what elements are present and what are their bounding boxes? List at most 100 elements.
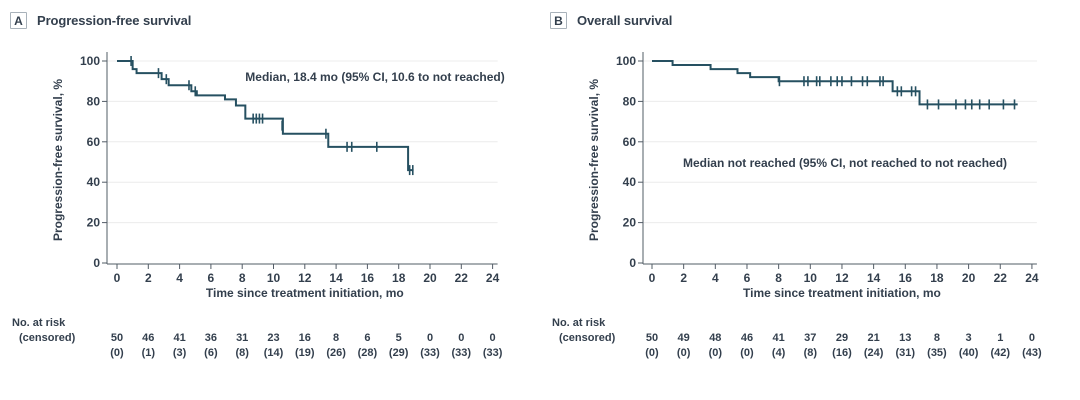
at-risk-value: 50: [646, 332, 658, 344]
x-tick-label: 2: [680, 271, 687, 285]
panel-b-title: Overall survival: [577, 13, 673, 28]
censored-value: (26): [326, 347, 346, 359]
censored-value: (0): [110, 347, 124, 359]
y-tick-label: 100: [80, 54, 100, 68]
x-tick-label: 10: [267, 271, 281, 285]
censored-value: (0): [677, 347, 691, 359]
x-tick-label: 18: [392, 271, 406, 285]
at-risk-value: 5: [396, 332, 402, 344]
x-tick-label: 2: [145, 271, 152, 285]
at-risk-value: 31: [236, 332, 248, 344]
panel-a-badge: A: [10, 12, 27, 29]
censored-value: (31): [895, 347, 915, 359]
x-tick-label: 24: [1025, 271, 1039, 285]
risk-table: No. at risk(censored) 50(0)46(1)41(3)36(6…: [12, 317, 503, 359]
at-risk-value: 13: [899, 332, 911, 344]
at-risk-value: 16: [299, 332, 311, 344]
censored-value: (1): [142, 347, 156, 359]
x-tick-label: 8: [775, 271, 782, 285]
y-tick-label: 60: [87, 135, 101, 149]
y-tick-labels: 0 20 40 60 80 100: [616, 54, 636, 270]
censored-value: (0): [645, 347, 659, 359]
at-risk-value: 1: [997, 332, 1003, 344]
gridlines: [643, 60, 1037, 224]
censored-value: (8): [235, 347, 249, 359]
at-risk-value: 23: [267, 332, 279, 344]
censored-value: (6): [204, 347, 218, 359]
at-risk-value: 0: [490, 332, 496, 344]
censored-value: (0): [740, 347, 754, 359]
at-risk-value: 0: [458, 332, 464, 344]
at-risk-value: 46: [741, 332, 753, 344]
at-risk-value: 8: [333, 332, 339, 344]
y-tick-label: 80: [623, 94, 637, 108]
at-risk-value: 49: [678, 332, 690, 344]
y-tick-labels: 0 20 40 60 80 100: [80, 54, 100, 270]
panel-overall-survival: B Overall survival 0 20 40 60 80 100 0 2 4 6 8 10 12…: [540, 0, 1080, 400]
y-tick-label: 60: [623, 135, 637, 149]
x-tick-label: 20: [962, 271, 976, 285]
risk-table-label: No. at risk: [12, 317, 66, 329]
at-risk-value: 3: [966, 332, 972, 344]
at-risk-value: 0: [1029, 332, 1035, 344]
x-tick-label: 4: [176, 271, 183, 285]
x-tick-label: 20: [423, 271, 437, 285]
at-risk-value: 0: [427, 332, 433, 344]
y-tick-label: 80: [87, 94, 101, 108]
x-tick-label: 0: [649, 271, 656, 285]
x-tick-label: 0: [114, 271, 121, 285]
censored-value: (43): [1022, 347, 1042, 359]
x-tick-label: 12: [298, 271, 312, 285]
y-axis-label: Progression-free survival, %: [587, 79, 601, 241]
x-tick-label: 22: [994, 271, 1008, 285]
median-annotation: Median, 18.4 mo (95% CI, 10.6 to not rea…: [245, 70, 504, 84]
x-tick-label: 16: [899, 271, 913, 285]
censored-value: (28): [358, 347, 378, 359]
censored-value: (4): [772, 347, 786, 359]
axes: [638, 52, 1037, 269]
at-risk-value: 6: [364, 332, 370, 344]
axes: [102, 52, 498, 269]
censored-label: (censored): [559, 332, 616, 344]
censored-value: (8): [804, 347, 818, 359]
y-tick-label: 100: [616, 54, 636, 68]
y-tick-label: 20: [623, 216, 637, 230]
risk-table: No. at risk (censored) 50 (0) 49 (0) 48 (0) 46 (0…: [552, 317, 1042, 359]
gridlines: [107, 60, 498, 224]
at-risk-value: 48: [709, 332, 721, 344]
x-tick-label: 24: [486, 271, 500, 285]
censored-value: (33): [452, 347, 472, 359]
at-risk-value: 29: [836, 332, 848, 344]
censor-ticks: [778, 76, 1016, 110]
y-tick-label: 40: [623, 175, 637, 189]
censored-value: (14): [264, 347, 284, 359]
panel-b-badge: B: [550, 12, 567, 29]
x-tick-label: 14: [867, 271, 881, 285]
censored-value: (33): [483, 347, 503, 359]
x-tick-label: 8: [239, 271, 246, 285]
x-tick-label: 10: [804, 271, 818, 285]
censored-value: (19): [295, 347, 315, 359]
censored-value: (0): [709, 347, 723, 359]
at-risk-value: 41: [173, 332, 185, 344]
at-risk-value: 36: [205, 332, 217, 344]
panel-b-header: B Overall survival: [550, 12, 672, 29]
y-axis-label: Progression-free survival, %: [51, 79, 65, 241]
risk-table-label: No. at risk: [552, 317, 606, 329]
x-tick-label: 6: [744, 271, 751, 285]
y-tick-label: 0: [629, 256, 636, 270]
x-tick-label: 6: [208, 271, 215, 285]
x-tick-labels: 0 2 4 6 8 10 12 14 16 18 20 22 24: [649, 271, 1039, 285]
survival-curve: [117, 60, 414, 172]
x-axis-label: Time since treatment initiation, mo: [206, 286, 404, 300]
panel-a-header: A Progression-free survival: [10, 12, 191, 29]
survival-curve: [652, 60, 1018, 106]
at-risk-value: 21: [867, 332, 879, 344]
x-tick-label: 12: [835, 271, 849, 285]
censored-value: (16): [832, 347, 852, 359]
median-annotation: Median not reached (95% CI, not reached …: [683, 156, 1007, 170]
x-tick-labels: 0 2 4 6 8 10 12 14 16 18 20 22 24: [114, 271, 500, 285]
